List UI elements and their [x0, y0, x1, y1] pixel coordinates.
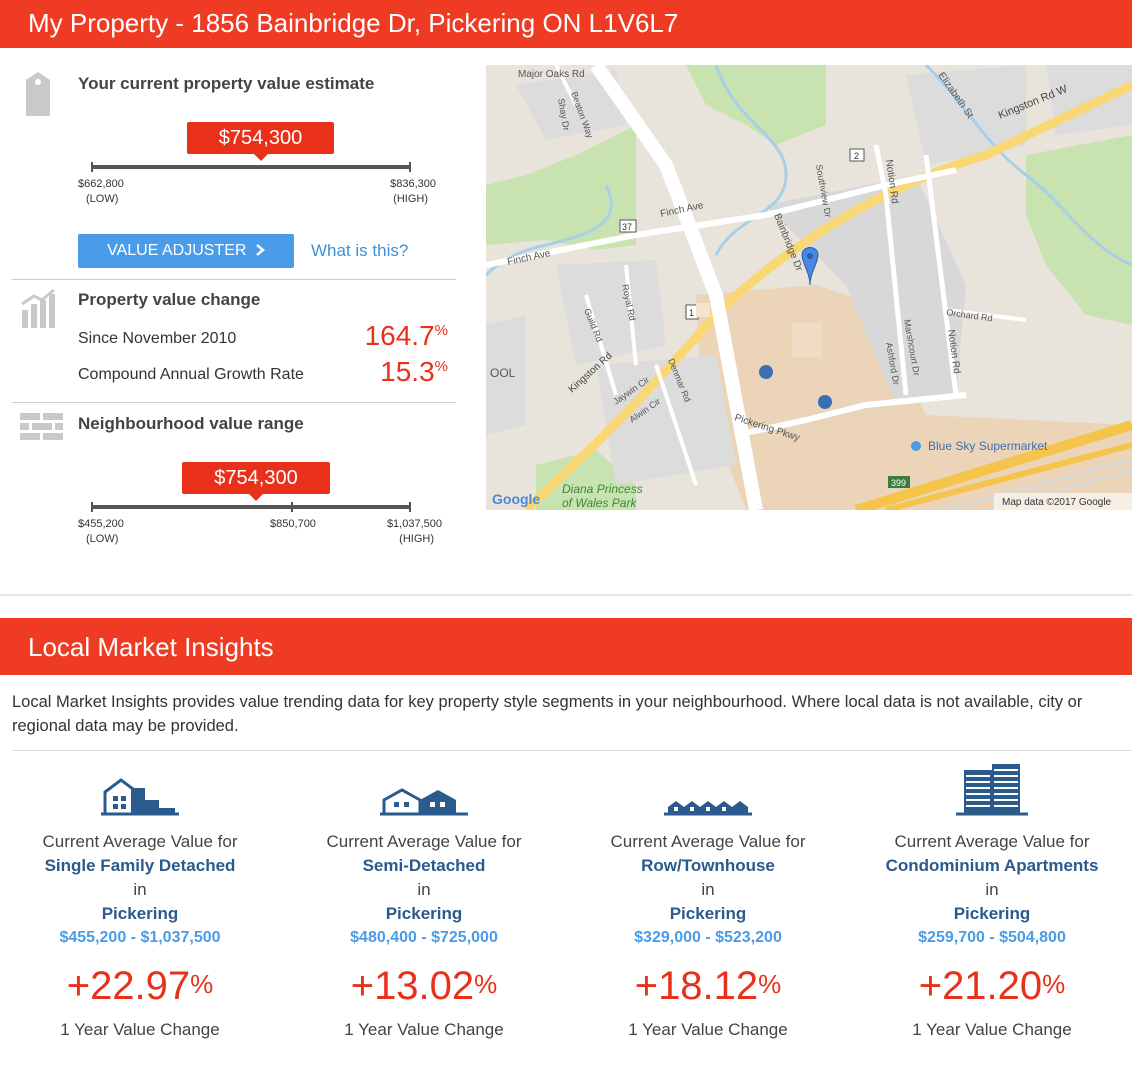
- single-family-house-icon: [101, 778, 179, 816]
- condo-change: +21.20%: [918, 964, 1066, 1008]
- condo-building-icon: [956, 764, 1028, 816]
- insights-header: Local Market Insights: [0, 618, 1132, 675]
- value-adjuster-button[interactable]: VALUE ADJUSTER: [78, 234, 294, 268]
- estimate-value-tag: $754,300: [187, 122, 334, 161]
- map-attribution: Map data ©2017 Google: [1002, 497, 1112, 508]
- divider: [12, 279, 456, 280]
- neighbourhood-low: $455,200 (LOW): [78, 518, 124, 545]
- svg-text:OOL: OOL: [490, 366, 516, 380]
- location-pin-icon: [801, 247, 819, 286]
- single-family-change: +22.97%: [66, 964, 214, 1008]
- neighbourhood-high: $1,037,500 (HIGH): [386, 518, 442, 545]
- cagr-value: 15.3%: [380, 356, 448, 387]
- since-value: 164.7%: [364, 320, 448, 351]
- supermarket-pin-icon: [911, 441, 921, 451]
- townhouse-change: +18.12%: [634, 964, 782, 1008]
- growth-chart-icon: [21, 288, 55, 328]
- map-label-major-oaks: Major Oaks Rd: [518, 69, 585, 80]
- svg-text:1: 1: [689, 308, 694, 318]
- section-separator: [0, 594, 1132, 596]
- insight-column-semi-detached: Current Average Value for Semi-Detached …: [294, 760, 554, 1044]
- neighbourhood-title: Neighbourhood value range: [78, 414, 304, 433]
- brick-wall-icon: [20, 413, 63, 440]
- neighbourhood-range-bar: [91, 502, 411, 512]
- value-change-title: Property value change: [78, 290, 261, 309]
- cagr-label: Compound Annual Growth Rate: [78, 366, 304, 383]
- estimate-high: $836,300 (HIGH): [390, 178, 436, 205]
- semi-detached-house-icon: [380, 788, 468, 816]
- property-map[interactable]: Major Oaks Rd Beaton Way Shay Dr Elizabe…: [486, 65, 1132, 510]
- semi-detached-change: +13.02%: [350, 964, 498, 1008]
- insight-column-townhouse: Current Average Value for Row/Townhouse …: [578, 760, 838, 1044]
- page-title: My Property - 1856 Bainbridge Dr, Picker…: [28, 8, 679, 38]
- insights-intro: Local Market Insights provides value tre…: [12, 693, 1083, 735]
- insight-column-condo: Current Average Value for Condominium Ap…: [862, 760, 1122, 1044]
- estimate-range-bar: [91, 162, 411, 172]
- svg-text:399: 399: [891, 478, 906, 488]
- price-tag-icon: [26, 72, 50, 116]
- chevron-right-icon: [256, 244, 265, 256]
- google-logo: Google: [492, 491, 540, 507]
- svg-text:Diana Princess: Diana Princess: [562, 482, 643, 496]
- svg-text:of Wales Park: of Wales Park: [562, 496, 637, 510]
- divider: [12, 402, 456, 403]
- property-header: My Property - 1856 Bainbridge Dr, Picker…: [0, 0, 1132, 48]
- estimate-low: $662,800 (LOW): [78, 178, 124, 205]
- neighbourhood-mid: $850,700: [270, 518, 316, 530]
- estimate-title: Your current property value estimate: [78, 74, 375, 93]
- townhouse-icon: [664, 801, 752, 816]
- insight-column-single-family: Current Average Value for Single Family …: [10, 760, 270, 1044]
- insights-title: Local Market Insights: [28, 632, 274, 662]
- map-label-blue-sky: Blue Sky Supermarket: [928, 439, 1048, 453]
- since-label: Since November 2010: [78, 330, 237, 347]
- neighbourhood-value-tag: $754,300: [182, 462, 330, 501]
- svg-text:2: 2: [854, 151, 859, 161]
- what-is-this-link[interactable]: What is this?: [311, 241, 409, 260]
- svg-text:37: 37: [622, 222, 632, 232]
- divider: [12, 750, 1132, 751]
